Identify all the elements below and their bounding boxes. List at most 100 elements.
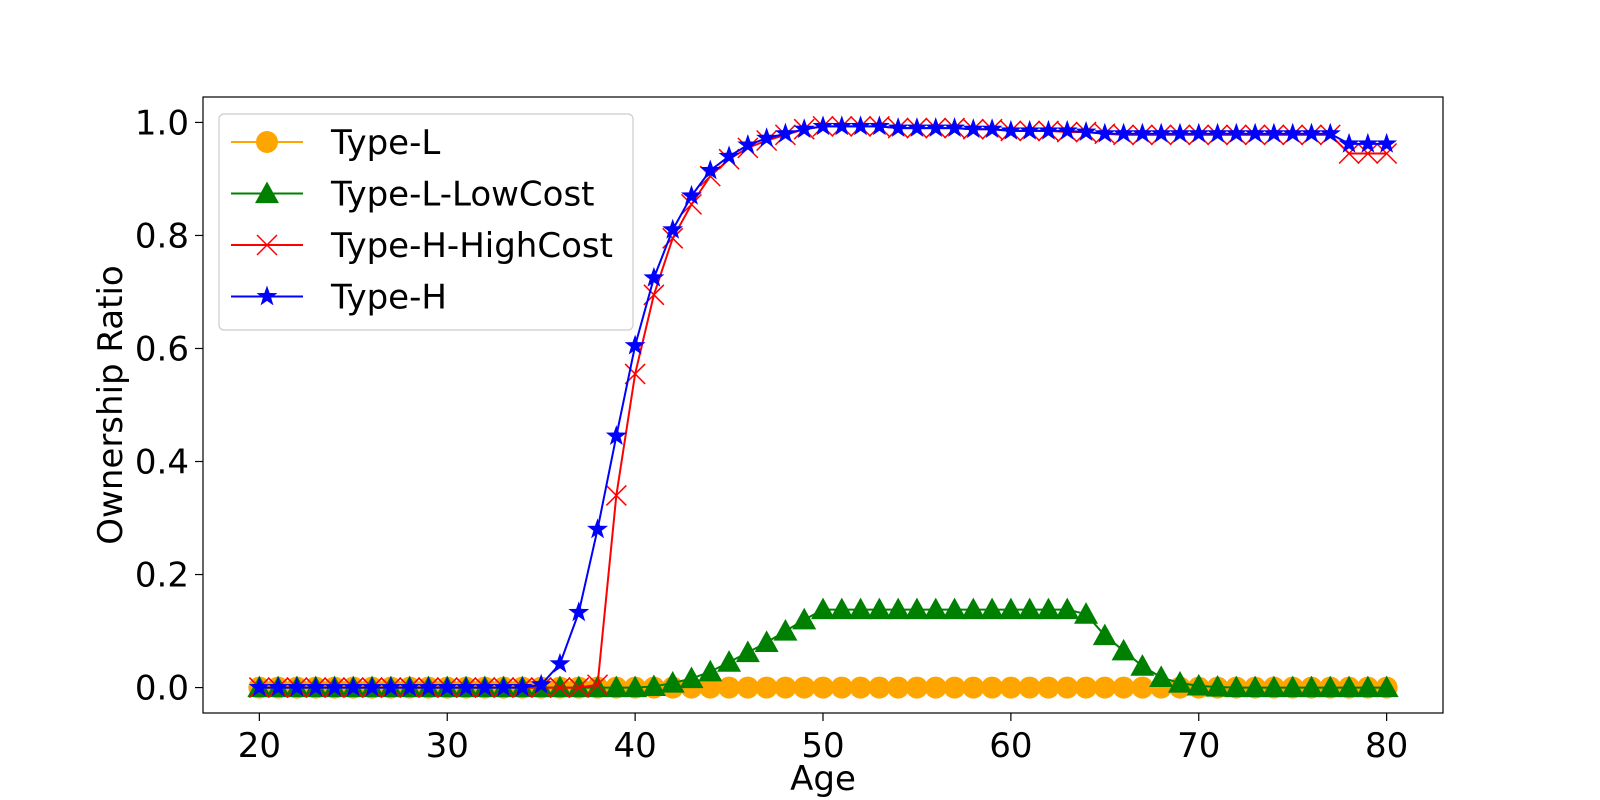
data-point — [812, 676, 834, 699]
data-point — [511, 676, 533, 697]
data-point — [568, 677, 590, 699]
data-point — [868, 115, 890, 136]
data-point — [962, 118, 984, 139]
y-tick-label: 0.6 — [135, 329, 189, 369]
data-point — [1075, 121, 1097, 141]
legend-item: Type-H-HighCost — [231, 226, 613, 266]
data-point — [679, 666, 704, 689]
data-point — [1169, 122, 1191, 143]
data-point — [1318, 675, 1343, 698]
data-point — [474, 676, 496, 697]
data-point — [624, 334, 646, 355]
y-tick-label: 0.0 — [135, 669, 189, 709]
legend-item: Type-H — [231, 278, 447, 318]
data-point — [942, 597, 967, 620]
x-axis: 20 30 40 50 60 70 80 — [238, 713, 1408, 766]
data-point — [1000, 119, 1022, 140]
data-point — [1056, 119, 1078, 140]
data-point — [904, 597, 929, 620]
data-point — [848, 597, 873, 620]
y-axis: 0.0 0.2 0.4 0.6 0.8 1.0 — [135, 103, 203, 709]
legend-label: Type-L — [330, 123, 440, 163]
y-tick-label: 0.2 — [135, 556, 189, 596]
data-point — [549, 652, 571, 673]
legend-marker — [255, 181, 279, 204]
data-point — [1263, 122, 1285, 143]
data-point — [1037, 676, 1060, 699]
x-tick-label: 40 — [613, 726, 656, 766]
legend-label: Type-H — [330, 278, 447, 318]
data-point — [943, 676, 966, 699]
data-point — [1319, 122, 1341, 143]
data-point — [436, 676, 458, 697]
data-point — [305, 676, 327, 697]
data-point — [774, 122, 796, 143]
data-point — [980, 597, 1005, 620]
data-point — [1113, 122, 1135, 143]
y-tick-label: 0.8 — [135, 216, 189, 256]
data-point — [1224, 675, 1249, 698]
data-point — [1075, 676, 1098, 699]
data-point — [773, 619, 798, 641]
data-point — [812, 115, 834, 136]
data-point — [905, 676, 928, 699]
x-tick-label: 20 — [238, 726, 281, 766]
legend-marker — [256, 285, 278, 306]
data-point — [924, 676, 947, 699]
data-point — [868, 676, 891, 699]
legend-item: Type-L-LowCost — [231, 175, 595, 215]
data-point — [547, 675, 572, 698]
data-point — [755, 676, 778, 699]
legend-marker — [256, 234, 278, 256]
data-point — [998, 597, 1023, 620]
data-point — [417, 676, 439, 697]
data-point — [717, 650, 742, 672]
data-point — [699, 676, 722, 699]
data-point — [962, 676, 985, 699]
data-point — [1019, 119, 1041, 140]
data-point — [643, 266, 665, 287]
x-tick-label: 30 — [426, 726, 469, 766]
data-point — [399, 676, 421, 697]
x-tick-label: 60 — [989, 726, 1032, 766]
x-tick-label: 50 — [801, 726, 844, 766]
data-point — [1374, 675, 1399, 698]
data-point — [1261, 675, 1286, 698]
data-point — [850, 115, 872, 136]
data-point — [1056, 676, 1079, 699]
data-point — [1205, 675, 1230, 697]
data-point — [698, 659, 723, 682]
data-point — [662, 218, 684, 239]
data-point — [681, 184, 702, 205]
data-point — [267, 676, 289, 697]
data-point — [1093, 676, 1116, 699]
data-point — [342, 676, 364, 697]
data-point — [660, 671, 685, 693]
legend: Type-L Type-L-LowCost Type-H-HighCost Type-… — [218, 113, 634, 331]
data-point — [736, 676, 759, 699]
y-tick-label: 0.4 — [135, 443, 189, 483]
data-point — [886, 597, 911, 620]
x-tick-label: 70 — [1177, 726, 1220, 766]
data-point — [549, 677, 571, 699]
data-point — [1282, 122, 1304, 143]
data-point — [1280, 675, 1305, 698]
data-point — [829, 597, 854, 620]
data-point — [756, 127, 778, 148]
data-point — [1131, 676, 1154, 699]
legend-label: Type-H-HighCost — [330, 226, 613, 266]
legend-item: Type-L — [231, 123, 440, 163]
data-point — [906, 117, 928, 137]
data-point — [774, 676, 797, 699]
legend-marker — [256, 131, 278, 153]
data-point — [605, 425, 627, 445]
data-point — [1092, 623, 1117, 646]
data-point — [1355, 675, 1380, 698]
legend-box — [218, 113, 634, 331]
series-type-h — [248, 115, 1398, 697]
data-point — [361, 676, 383, 697]
data-point — [887, 676, 910, 699]
data-point — [1338, 142, 1360, 165]
data-point — [867, 597, 892, 620]
